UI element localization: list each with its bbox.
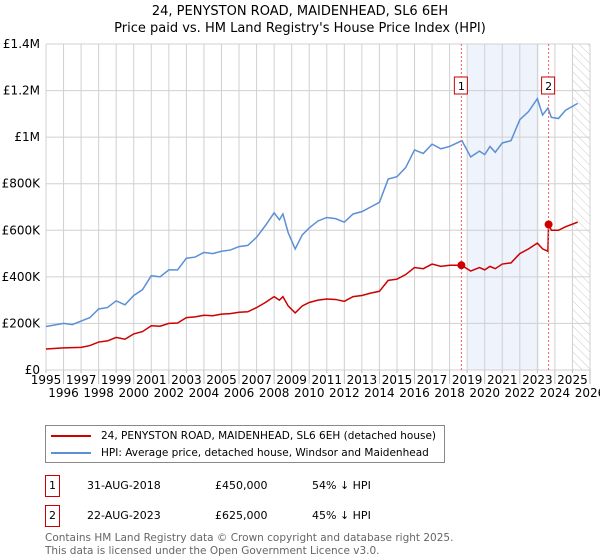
x-tick-label: 1996 — [48, 386, 79, 400]
sale-point — [457, 261, 466, 270]
x-tick-label: 1995 — [31, 373, 62, 387]
y-tick-label: £200K — [2, 316, 42, 330]
legend-item-hpi: HPI: Average price, detached house, Wind… — [46, 445, 429, 461]
y-tick-label: £600K — [2, 223, 42, 237]
shaded-period — [467, 44, 540, 370]
legend-swatch-red — [51, 435, 91, 437]
transaction-badge: 2 — [45, 505, 60, 527]
x-tick-label: 2006 — [224, 386, 255, 400]
x-tick-label: 2018 — [434, 386, 465, 400]
x-tick-label: 2019 — [452, 373, 483, 387]
chart-title: 24, PENYSTON ROAD, MAIDENHEAD, SL6 6EH — [151, 4, 449, 19]
x-tick-label: 2020 — [469, 386, 500, 400]
x-tick-label: 2012 — [329, 386, 360, 400]
x-tick-label: 2004 — [189, 386, 220, 400]
transaction-hpi: 54% ↓ HPI — [312, 479, 371, 492]
x-tick-label: 2022 — [505, 386, 536, 400]
x-tick-label: 2003 — [171, 373, 202, 387]
x-tick-label: 2015 — [382, 373, 413, 387]
x-tick-label: 2002 — [154, 386, 185, 400]
x-tick-label: 1997 — [66, 373, 97, 387]
x-tick-label: 2021 — [487, 373, 518, 387]
x-tick-label: 1998 — [83, 386, 114, 400]
x-tick-label: 2000 — [118, 386, 149, 400]
x-tick-label: 2024 — [540, 386, 571, 400]
forecast-hatch — [572, 44, 590, 370]
x-tick-label: 2005 — [206, 373, 237, 387]
series-line — [45, 221, 578, 350]
price-chart: 1 219951996199719981999200020012002200320… — [2, 37, 600, 400]
legend-item-property: 24, PENYSTON ROAD, MAIDENHEAD, SL6 6EH (… — [46, 428, 436, 444]
transaction-badge: 1 — [45, 475, 60, 497]
y-tick-label: £1M — [14, 130, 40, 144]
footer-licence: This data is licensed under the Open Gov… — [45, 545, 380, 557]
transaction-row: 2 22-AUG-2023 £625,000 45% ↓ HPI — [45, 505, 445, 527]
legend-label: HPI: Average price, detached house, Wind… — [101, 447, 429, 459]
legend-swatch-blue — [51, 452, 91, 454]
x-tick-label: 1999 — [101, 373, 132, 387]
footer-copyright: Contains HM Land Registry data © Crown c… — [45, 532, 454, 544]
x-tick-label: 2016 — [399, 386, 430, 400]
y-tick-label: £800K — [2, 177, 42, 191]
sale-point — [544, 220, 553, 229]
x-tick-label: 2009 — [276, 373, 307, 387]
sale-badge-label: 1 — [458, 80, 465, 93]
sale-badge — [453, 76, 468, 95]
x-tick-label: 2014 — [364, 386, 395, 400]
sale-badge-label: 2 — [545, 80, 552, 93]
legend-label: 24, PENYSTON ROAD, MAIDENHEAD, SL6 6EH (… — [101, 430, 437, 442]
x-tick-label: 2023 — [522, 373, 553, 387]
transaction-price: £625,000 — [215, 509, 268, 522]
transaction-date: 31-AUG-2018 — [87, 479, 161, 492]
x-tick-label: 2017 — [417, 373, 448, 387]
y-tick-label: £0 — [25, 363, 40, 377]
transaction-price: £450,000 — [215, 479, 268, 492]
x-tick-label: 2010 — [294, 386, 325, 400]
transaction-date: 22-AUG-2023 — [87, 509, 161, 522]
x-tick-label: 2007 — [241, 373, 272, 387]
sale-badge — [541, 76, 556, 95]
legend: 24, PENYSTON ROAD, MAIDENHEAD, SL6 6EH (… — [45, 425, 445, 463]
series-line — [45, 97, 579, 328]
x-tick-label: 2011 — [312, 373, 343, 387]
transaction-hpi: 45% ↓ HPI — [312, 509, 371, 522]
transaction-row: 1 31-AUG-2018 £450,000 54% ↓ HPI — [45, 475, 445, 497]
x-tick-label: 2026 — [575, 386, 600, 400]
x-tick-label: 2013 — [347, 373, 378, 387]
y-tick-label: £1.2M — [3, 84, 40, 98]
y-tick-label: £400K — [2, 270, 42, 284]
x-tick-label: 2025 — [557, 373, 588, 387]
x-tick-label: 2001 — [136, 373, 167, 387]
y-tick-label: £1.4M — [3, 37, 40, 51]
chart-subtitle: Price paid vs. HM Land Registry's House … — [114, 21, 486, 36]
x-tick-label: 2008 — [259, 386, 290, 400]
